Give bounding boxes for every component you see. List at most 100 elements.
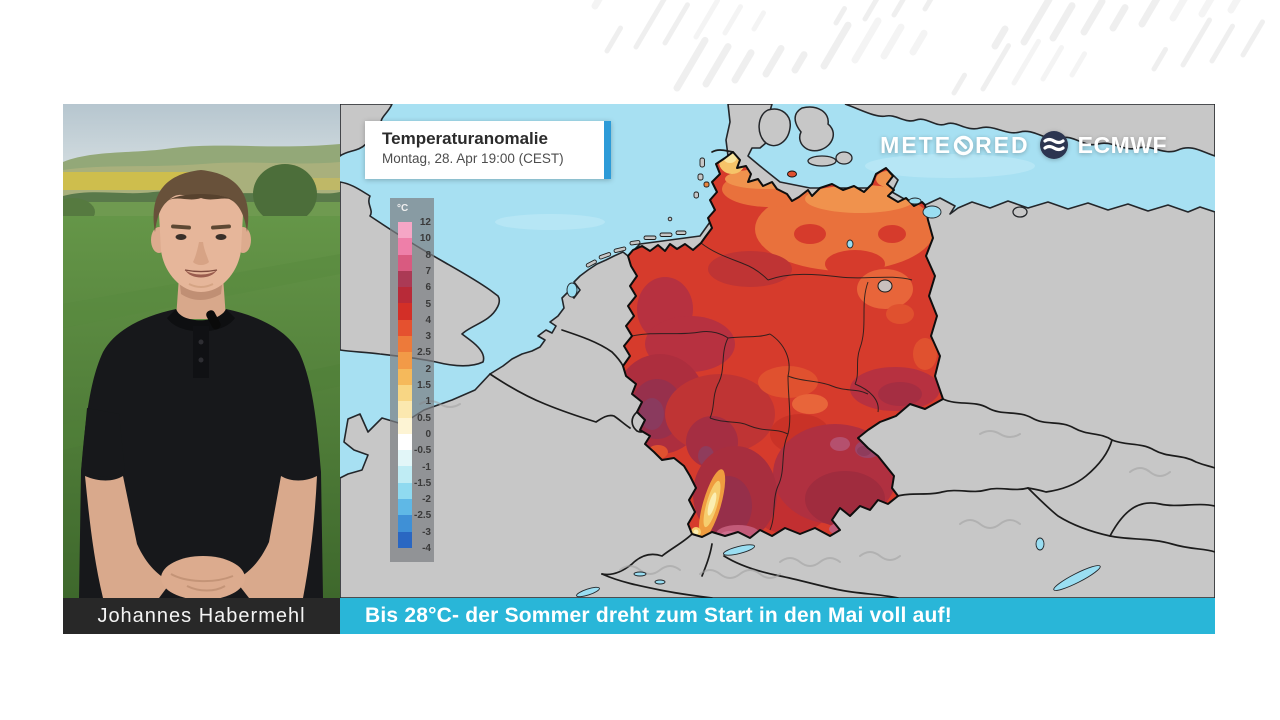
legend-color-cell (398, 433, 412, 451)
mouth (185, 270, 217, 278)
presenter-name: Johannes Habermehl (97, 604, 306, 627)
tree (253, 164, 317, 224)
placket (193, 326, 209, 378)
eyebrow-right (211, 224, 231, 230)
legend-tick-label: 8 (425, 249, 431, 261)
meteored-logo: METE RED (880, 132, 1029, 159)
chin-shadow (188, 283, 214, 288)
decorative-dash (693, 0, 720, 40)
legend-tick-label: -2.5 (414, 510, 432, 522)
meteored-o-icon (953, 135, 974, 155)
sweden-coast (844, 104, 1215, 157)
decorative-dash (791, 51, 808, 74)
decorative-dash (604, 25, 623, 54)
polo-shirt (79, 309, 323, 598)
legend-tick-label: -4 (422, 543, 431, 554)
button (198, 357, 204, 363)
map-title-box: Temperaturanomalie Montag, 28. Apr 19:00… (365, 121, 611, 179)
legend-color-cell (398, 384, 412, 402)
decorative-dash (722, 4, 743, 36)
map-datetime: Montag, 28. Apr 19:00 (CEST) (382, 151, 564, 166)
legend-tick-label: 10 (419, 233, 431, 245)
legend-color-cell (398, 270, 412, 288)
legend-color-bar (398, 222, 412, 548)
decorative-dash (1209, 23, 1235, 64)
funen-island (758, 108, 791, 147)
legend-tick-label: 4 (425, 314, 431, 326)
legend-color-cell (398, 515, 412, 532)
legend-tick-label: -0.5 (414, 445, 432, 457)
decorative-dash (922, 0, 934, 12)
decorative-dash (762, 45, 785, 78)
legend-color-cell (398, 401, 412, 418)
presenter-video (63, 104, 340, 598)
lavalier-mic (206, 310, 221, 330)
legend-tick-label: 6 (425, 282, 431, 294)
decorative-dash (702, 43, 732, 88)
legend-color-cell (398, 287, 412, 304)
falster-island (835, 151, 853, 165)
legend-tick-label: 5 (425, 298, 431, 310)
branding: METE RED ECMWF (880, 130, 1167, 160)
legend-color-cell (398, 499, 412, 516)
berlin-city-area (877, 279, 893, 293)
decorative-dash (1227, 0, 1241, 14)
decorative-dash (1069, 51, 1087, 78)
legend-color-cell (398, 254, 412, 271)
europe-basemap (340, 104, 1215, 598)
legend-color-cell (398, 336, 412, 353)
legend-color-cell (398, 238, 412, 255)
decorative-dash (1240, 19, 1265, 58)
decorative-dash (673, 36, 709, 92)
decorative-dash (1109, 4, 1129, 32)
decorative-dash (591, 0, 603, 10)
eye-right (215, 234, 227, 240)
bornholm-island (1012, 206, 1028, 218)
legend-tick-label: -1 (422, 461, 431, 473)
state-borders (631, 242, 913, 531)
decorative-dash (1198, 0, 1215, 18)
ecmwf-logo-icon (1039, 131, 1068, 159)
legend-color-cell (398, 531, 412, 548)
upper-lip-line (184, 269, 218, 273)
lolland-island (807, 155, 837, 167)
hair-fringe (169, 194, 233, 200)
legend-color-cell (398, 352, 412, 369)
country-borders (489, 149, 1215, 598)
legend-tick-label: 12 (419, 217, 431, 228)
presenter-person (79, 170, 323, 598)
legend-color-cell (398, 482, 412, 500)
temperature-legend: °C 12 10 8 7 6 5 4 3 2.5 2 1.5 1 0.5 0 -0.5 -1 -1.5 -2 -2.… (390, 198, 434, 562)
decorative-dash (880, 23, 905, 60)
hair (153, 170, 249, 232)
terrain-shading (419, 400, 1171, 579)
legend-unit: °C (397, 203, 409, 214)
decorative-dash (909, 29, 928, 56)
legend-color-cell (398, 450, 412, 467)
decorative-dash (1080, 0, 1106, 36)
legend-tick-label: 2.5 (417, 347, 431, 359)
decorative-dash (1040, 45, 1064, 82)
decorative-dash (951, 72, 967, 96)
headline-banner: Bis 28°C- der Sommer dreht zum Start in … (340, 598, 1215, 634)
decorative-dash (820, 21, 852, 70)
legend-tick-label: 1 (425, 396, 431, 408)
legend-tick-label: -1.5 (414, 477, 432, 489)
lakes (566, 197, 1101, 598)
decorative-dash (633, 0, 667, 50)
decorative-dash (862, 0, 880, 22)
eye-left (175, 234, 187, 240)
meteored-text-prefix: METE (880, 131, 953, 158)
decorative-dash (891, 0, 906, 18)
decorative-dash (731, 49, 755, 84)
decorative-dash (1151, 46, 1168, 72)
presenter-nameplate: Johannes Habermehl (63, 598, 340, 634)
decorative-dash (833, 6, 847, 26)
headline-text: Bis 28°C- der Sommer dreht zum Start in … (365, 604, 952, 627)
decorative-dash (1011, 38, 1041, 86)
hand-lines (170, 573, 234, 592)
legend-ticks: 12 10 8 7 6 5 4 3 2.5 2 1.5 1 0.5 0 -0.5 -1 -1.5 -2 -2.5 -3… (414, 217, 432, 554)
decorative-dash (662, 2, 690, 46)
meteored-text-suffix: RED (975, 131, 1030, 158)
